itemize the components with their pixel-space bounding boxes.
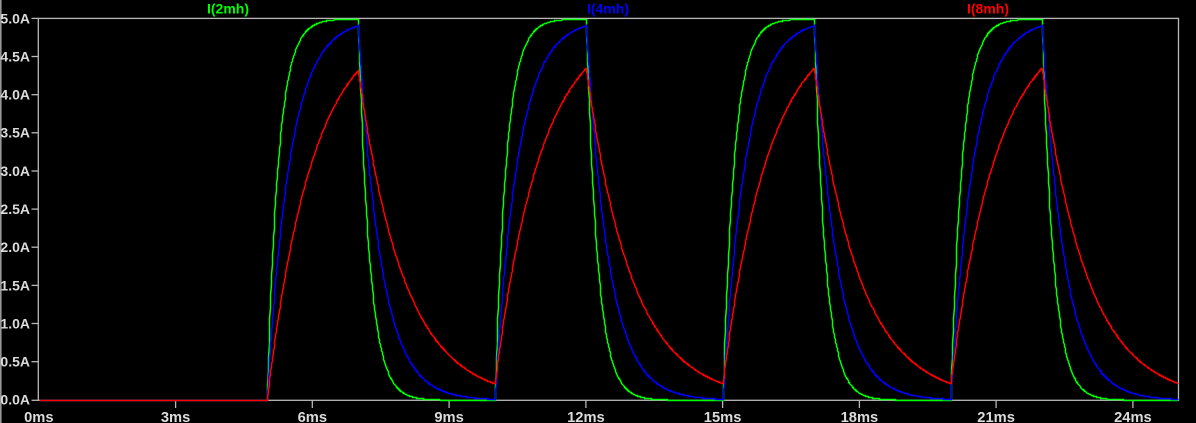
svg-text:3ms: 3ms [161,410,190,423]
svg-text:I(8mh): I(8mh) [967,1,1009,17]
svg-text:1.5A: 1.5A [0,277,30,293]
svg-text:0.0A: 0.0A [0,392,30,408]
svg-text:18ms: 18ms [841,410,879,423]
svg-text:2.5A: 2.5A [0,201,30,217]
svg-text:12ms: 12ms [567,410,605,423]
svg-text:0ms: 0ms [24,410,53,423]
svg-text:1.0A: 1.0A [0,315,30,331]
svg-text:24ms: 24ms [1114,410,1152,423]
svg-text:0.5A: 0.5A [0,354,30,370]
svg-text:9ms: 9ms [434,410,463,423]
svg-text:3.0A: 3.0A [0,163,30,179]
svg-text:21ms: 21ms [977,410,1015,423]
svg-text:6ms: 6ms [298,410,327,423]
svg-text:I(2mh): I(2mh) [207,1,249,17]
svg-text:4.0A: 4.0A [0,87,30,103]
svg-text:15ms: 15ms [704,410,742,423]
svg-text:3.5A: 3.5A [0,125,30,141]
svg-text:I(4mh): I(4mh) [587,1,629,17]
svg-text:4.5A: 4.5A [0,48,30,64]
svg-text:2.0A: 2.0A [0,239,30,255]
svg-text:5.0A: 5.0A [0,10,30,26]
